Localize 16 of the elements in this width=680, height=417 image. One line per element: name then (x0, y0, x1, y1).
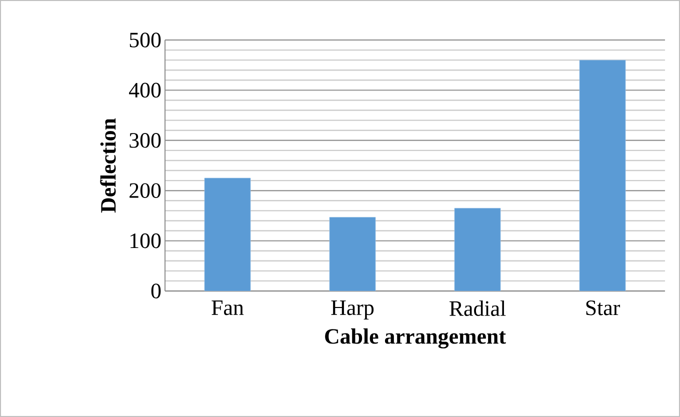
y-tick-label: 500 (130, 32, 161, 48)
y-tick-label: 0 (151, 284, 161, 298)
bar (579, 60, 626, 291)
bar (454, 208, 501, 291)
y-tick-label: 200 (130, 183, 161, 198)
bar (204, 178, 251, 291)
x-tick-label: Fan (212, 300, 244, 316)
x-axis-title: Cable arrangement (325, 328, 506, 348)
bar (329, 217, 376, 291)
y-axis-title: Deflection (100, 118, 116, 213)
y-tick-label: 400 (129, 82, 161, 98)
x-tick-label: Harp (331, 300, 374, 320)
y-tick-label: 300 (130, 133, 161, 148)
y-tick-label: 100 (130, 233, 161, 248)
x-tick-label: Star (586, 300, 620, 316)
x-tick-label: Radial (450, 300, 506, 316)
